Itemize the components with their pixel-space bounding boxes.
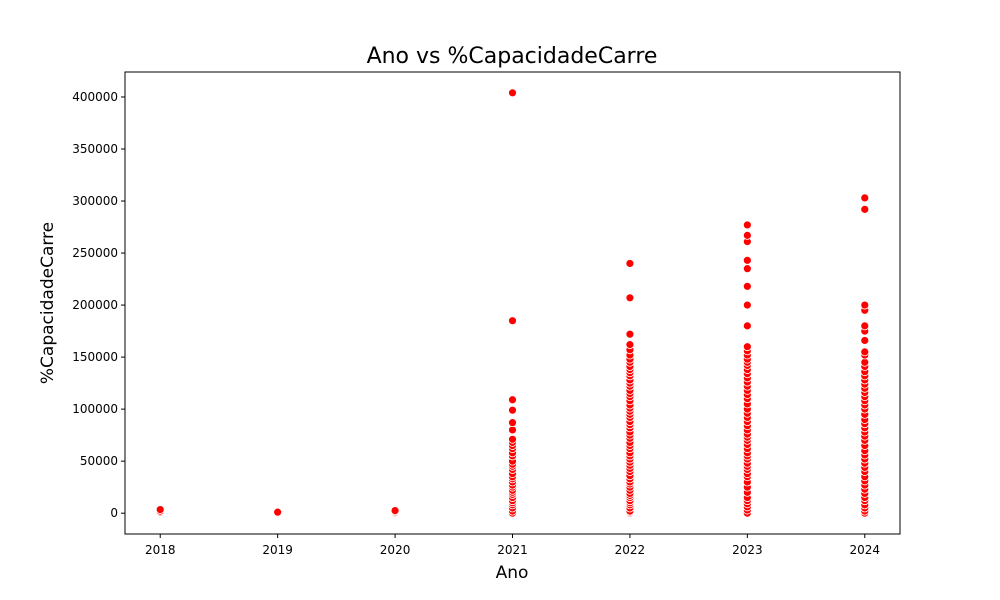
y-tick-label: 300000: [72, 194, 118, 208]
data-point: [742, 255, 752, 265]
y-tick-label: 50000: [80, 454, 118, 468]
x-tick-label: 2024: [849, 543, 880, 557]
x-tick-label: 2021: [497, 543, 528, 557]
data-point: [742, 321, 752, 331]
data-point: [508, 88, 517, 98]
x-axis-ticks: 2018 2019 2020 2021 2022 2023 2024: [145, 534, 880, 557]
points-layer: [155, 88, 870, 518]
data-point: [742, 281, 752, 291]
y-tick-label: 150000: [72, 350, 118, 364]
plot-frame: [124, 71, 901, 535]
y-tick-label: 100000: [72, 402, 118, 416]
data-point: [860, 347, 870, 357]
x-tick-label: 2023: [732, 543, 763, 557]
data-point: [625, 259, 635, 268]
data-point: [508, 418, 517, 428]
y-tick-label: 200000: [72, 298, 118, 312]
data-point: [860, 204, 870, 214]
data-point: [625, 293, 635, 303]
y-tick-label: 400000: [72, 90, 118, 104]
data-point: [860, 193, 870, 203]
x-tick-label: 2022: [615, 543, 646, 557]
data-point: [625, 329, 635, 339]
data-point: [155, 505, 165, 514]
data-point: [508, 316, 517, 326]
data-point: [625, 340, 635, 350]
x-tick-label: 2018: [145, 543, 176, 557]
x-axis-title: Ano: [496, 563, 529, 583]
data-point: [742, 300, 752, 310]
data-point: [742, 342, 752, 352]
x-tick-label: 2020: [380, 543, 411, 557]
data-point: [508, 434, 517, 444]
data-point: [508, 425, 517, 435]
data-point: [860, 336, 870, 345]
x-tick-label: 2019: [262, 543, 293, 557]
data-point: [390, 506, 400, 515]
y-tick-label: 0: [110, 506, 118, 520]
y-tick-label: 350000: [72, 142, 118, 156]
data-point: [273, 507, 283, 517]
data-point: [742, 230, 752, 240]
data-point: [860, 300, 870, 310]
data-point: [860, 321, 870, 331]
data-point: [742, 264, 752, 274]
data-point: [508, 405, 517, 415]
data-point: [860, 357, 870, 367]
y-axis-ticks: 0 50000 100000 150000 200000 250000 300000 3500…: [72, 90, 125, 520]
y-axis-title: %CapacidadeCarre: [38, 222, 58, 384]
data-point: [508, 395, 517, 405]
chart-title: Ano vs %CapacidadeCarre: [367, 44, 658, 69]
y-tick-label: 250000: [72, 246, 118, 260]
data-point: [742, 220, 752, 230]
